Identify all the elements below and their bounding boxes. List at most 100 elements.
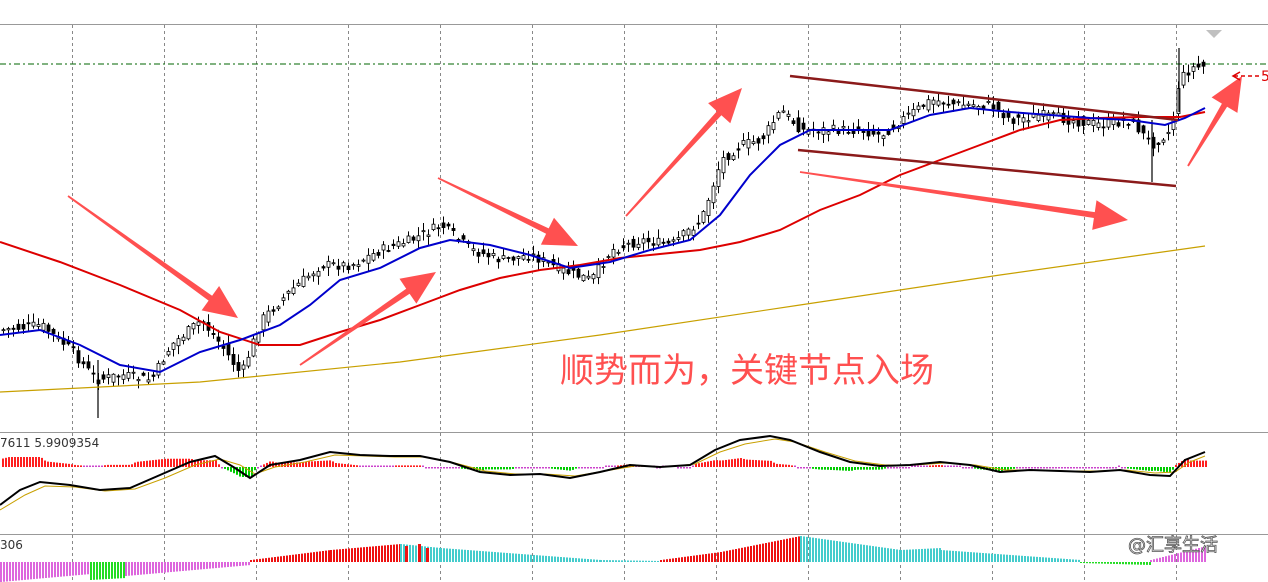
histogram-bar (224, 562, 226, 568)
oscillator-bar (332, 461, 334, 467)
candle-body (391, 243, 396, 247)
oscillator-bar (1151, 467, 1153, 471)
histogram-bar (584, 558, 586, 562)
histogram-bar (509, 553, 511, 562)
candle-body (771, 122, 776, 131)
oscillator-bar (434, 467, 436, 469)
oscillator-bar (374, 465, 376, 467)
histogram-bar (473, 550, 475, 562)
histogram-bar (759, 544, 761, 562)
candle-body (431, 223, 436, 230)
oscillator-bar (281, 462, 283, 467)
oscillator-bar (1019, 467, 1021, 469)
histogram-bar (421, 546, 423, 562)
histogram-bar (927, 548, 929, 562)
histogram-bar (15, 562, 17, 581)
candle-body (921, 104, 926, 107)
oscillator-bar (206, 460, 208, 467)
histogram-bar (69, 562, 71, 576)
histogram-bar (1192, 549, 1194, 562)
oscillator-bar (302, 462, 304, 467)
histogram-bar (783, 539, 785, 562)
candle-body (211, 333, 216, 335)
oscillator-signal-line (0, 438, 1206, 511)
histogram-bar (27, 562, 29, 580)
histogram-bar (415, 545, 417, 562)
oscillator-bar (734, 458, 736, 467)
oscillator-bar (929, 465, 931, 467)
histogram-bar (1183, 551, 1185, 562)
histogram-bar (985, 553, 987, 562)
histogram-bar (669, 558, 671, 562)
histogram-bar (1189, 550, 1191, 562)
histogram-bar (699, 554, 701, 562)
histogram-bar (378, 545, 380, 562)
oscillator-bar (1154, 467, 1156, 471)
histogram-bar (357, 547, 359, 562)
oscillator-bar (833, 467, 835, 471)
candle-body (676, 237, 681, 240)
histogram-bar (596, 559, 598, 562)
oscillator-bar (428, 467, 430, 469)
oscillator-bar (905, 467, 907, 469)
candle-body (706, 199, 711, 216)
oscillator-bar (1160, 467, 1162, 472)
histogram-bar (105, 562, 107, 580)
histogram-bars (0, 536, 1206, 582)
oscillator-bar (716, 460, 718, 467)
histogram-bar (587, 559, 589, 562)
candle-body (26, 322, 31, 325)
oscillator-bar (23, 457, 25, 467)
oscillator-bar (380, 465, 382, 467)
candle-body (906, 112, 911, 115)
oscillator-bar (320, 460, 322, 467)
candle-body (321, 266, 326, 269)
oscillator-bar (557, 467, 559, 470)
candle-body (1021, 117, 1026, 123)
annotation-text: 顺势而为，关键节点入场 (560, 351, 934, 391)
candle-body (1096, 122, 1101, 128)
oscillator-bar (41, 457, 43, 467)
candle-body (601, 266, 606, 268)
oscillator-bar (767, 460, 769, 467)
oscillator-bar (968, 467, 970, 469)
oscillator-bar (524, 467, 526, 469)
histogram-bar (366, 546, 368, 562)
oscillator-bar (83, 465, 85, 467)
candle-body (996, 101, 1001, 110)
oscillator-bar (152, 460, 154, 467)
oscillator-bar (563, 467, 565, 470)
histogram-bar (1195, 548, 1197, 562)
histogram-bar (890, 548, 892, 562)
oscillator-bar (1043, 467, 1045, 469)
histogram-bar (1000, 554, 1002, 562)
candle-body (696, 222, 701, 225)
candle-body (586, 275, 591, 279)
oscillator-bar (773, 462, 775, 467)
oscillator-bar (29, 457, 31, 467)
candle-body (216, 336, 221, 342)
histogram-bar (424, 546, 426, 562)
oscillator-bar (350, 464, 352, 467)
oscillator-bar (779, 464, 781, 467)
oscillator-bar (386, 465, 388, 467)
oscillator-bar (689, 467, 691, 469)
candle-body (246, 356, 251, 367)
histogram-bar (636, 560, 638, 562)
candle-body (506, 257, 511, 259)
oscillator-bar (695, 463, 697, 467)
histogram-bar (336, 549, 338, 562)
shift-marker-icon[interactable] (1206, 30, 1222, 38)
histogram-bar (645, 560, 647, 562)
histogram-bar (621, 560, 623, 562)
histogram-bar (639, 560, 641, 562)
histogram-bar (72, 562, 74, 576)
oscillator-bar (569, 467, 571, 471)
oscillator-bar (533, 467, 535, 469)
histogram-bar (827, 539, 829, 562)
histogram-bar (418, 544, 421, 562)
candle-body (501, 255, 506, 259)
histogram-bar (313, 552, 315, 562)
candle-body (1191, 66, 1196, 72)
candle-body (1, 329, 6, 332)
